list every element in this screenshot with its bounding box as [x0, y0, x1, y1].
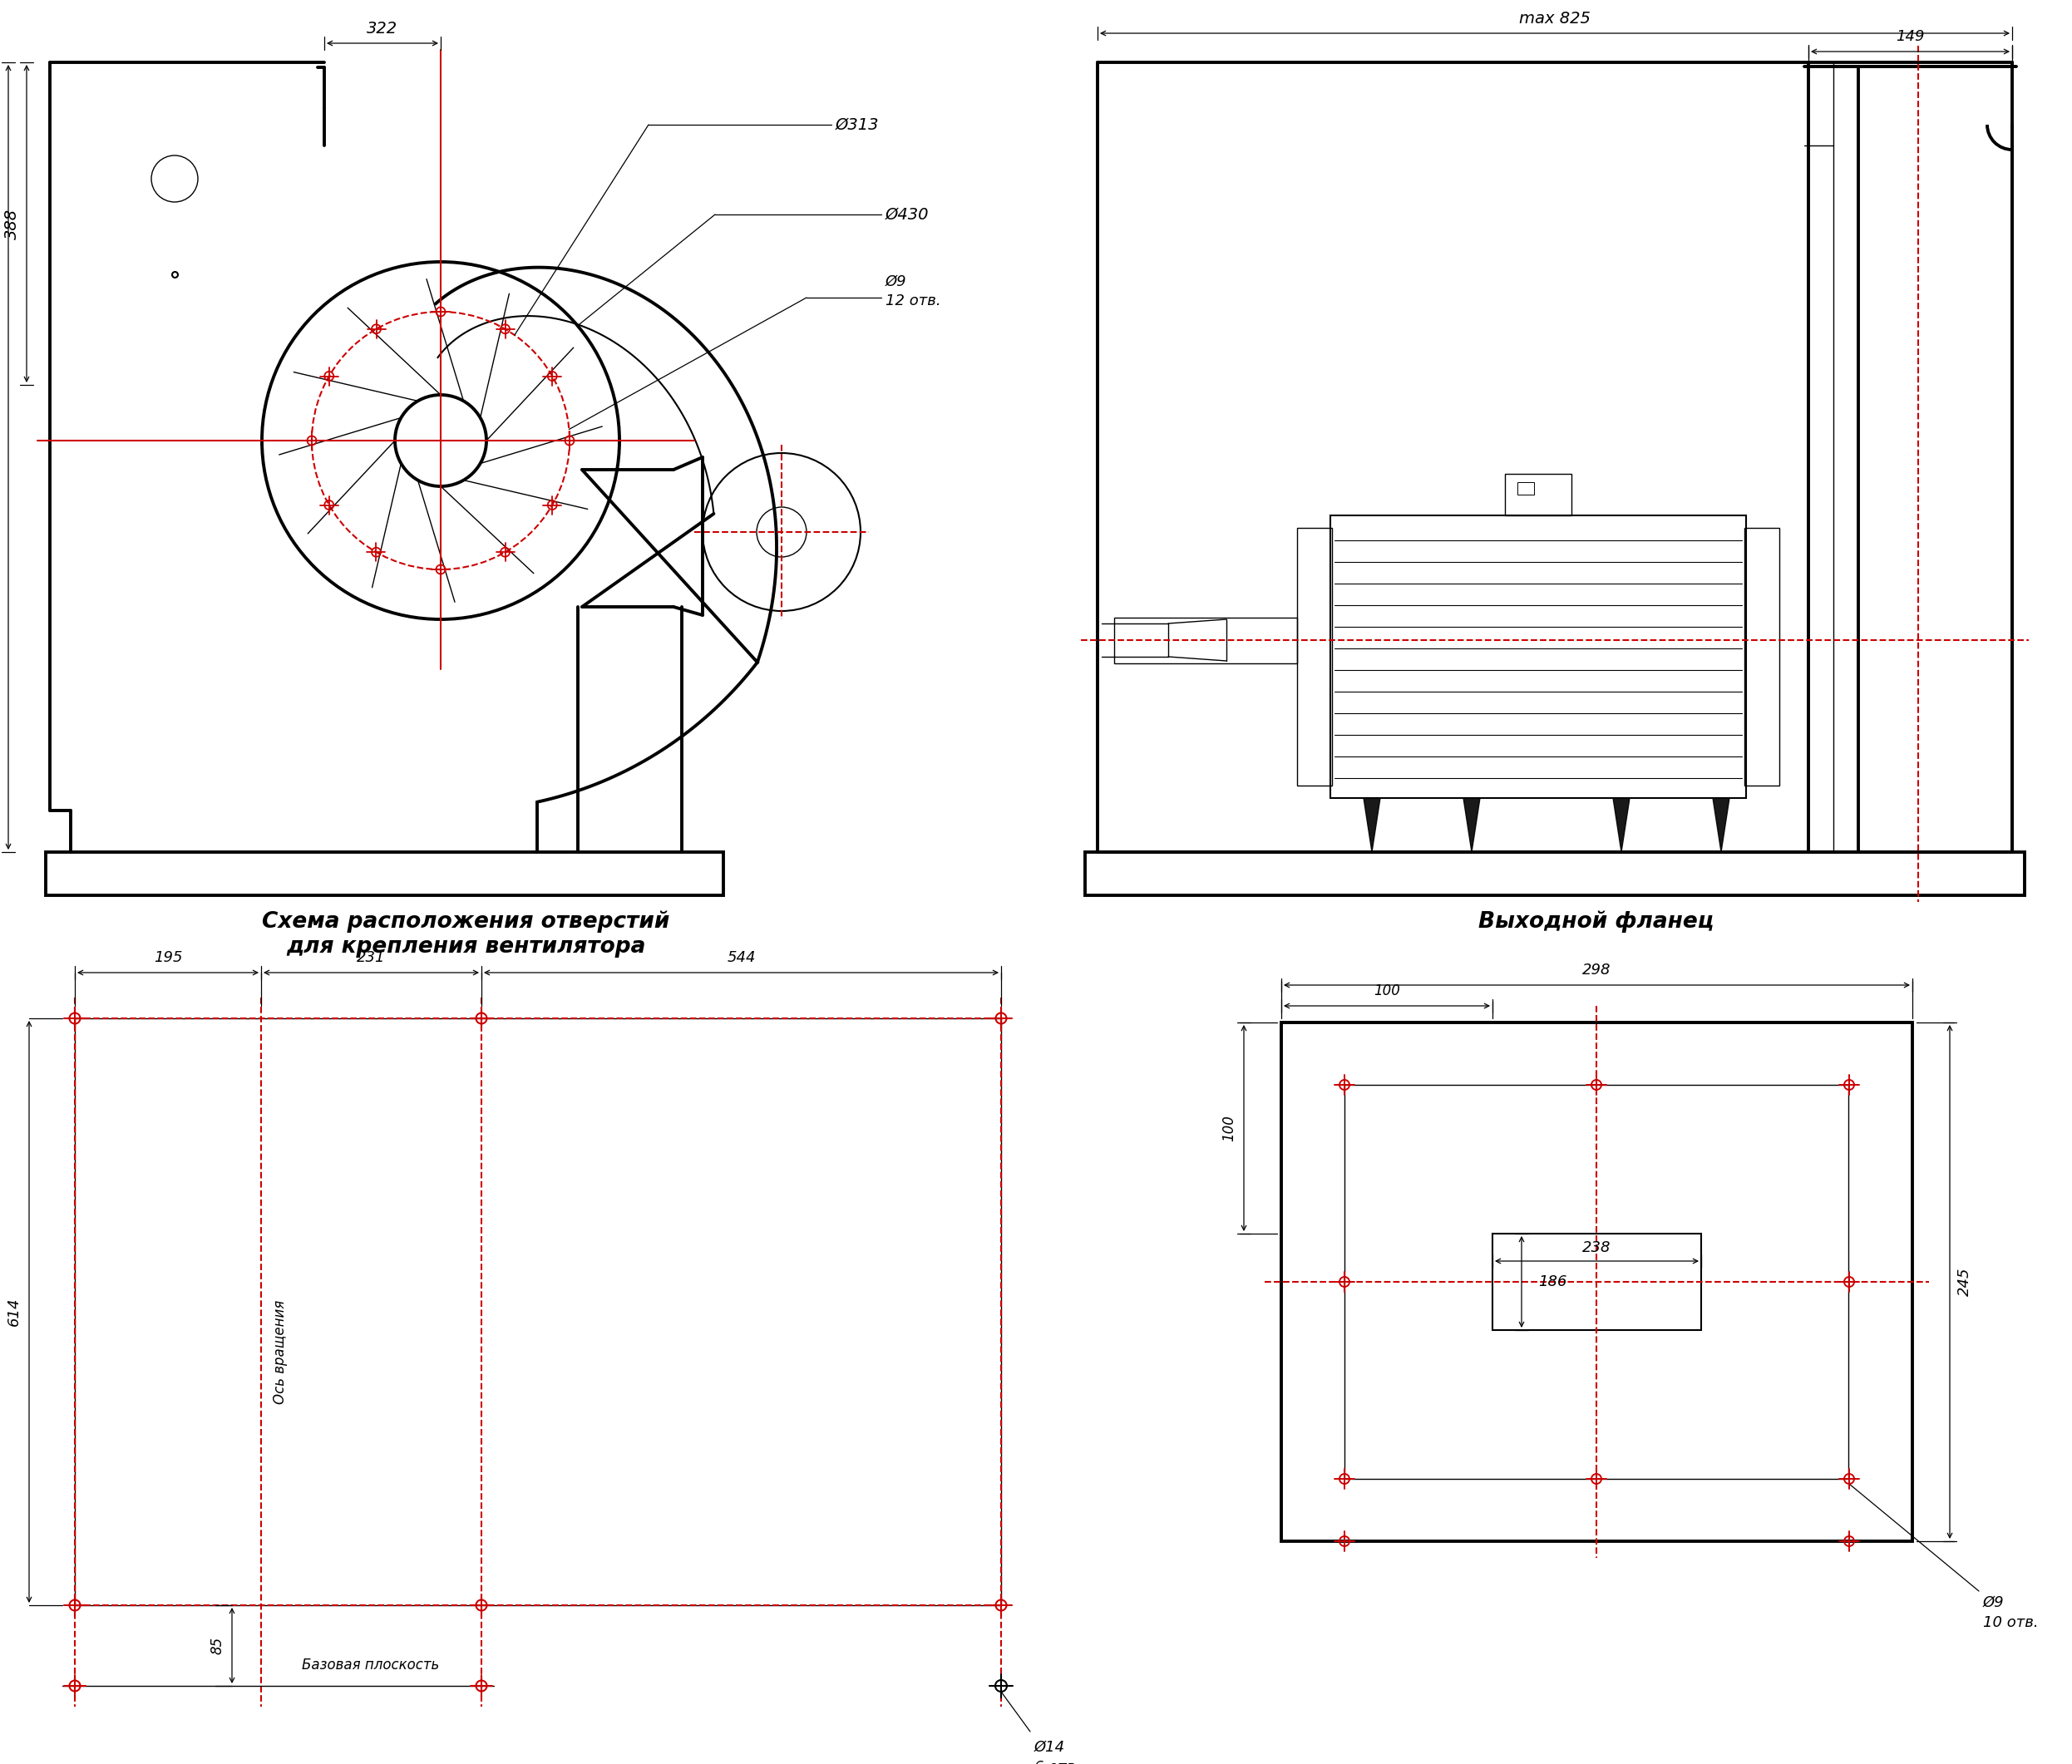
Bar	[1504, 475, 1571, 515]
Text: 149: 149	[1896, 28, 1925, 44]
Bar	[1492, 1233, 1701, 1330]
Text: 100: 100	[1220, 1115, 1237, 1141]
Text: 100: 100	[1374, 983, 1401, 998]
Text: 388: 388	[4, 208, 19, 240]
Text: 322: 322	[367, 21, 398, 35]
Bar	[1297, 527, 1332, 785]
Bar	[1517, 482, 1533, 494]
Text: Выходной фланец: Выходной фланец	[1479, 910, 1714, 933]
Text: Ø14
6 отв.: Ø14 6 отв.	[1034, 1739, 1080, 1764]
Bar	[1745, 527, 1780, 785]
Bar	[1115, 617, 1297, 663]
Text: Базовая плоскость: Базовая плоскость	[303, 1658, 439, 1672]
Text: 186: 186	[1537, 1274, 1566, 1289]
Text: 544: 544	[727, 951, 756, 965]
Text: 195: 195	[153, 951, 182, 965]
Text: Ø430: Ø430	[885, 206, 928, 222]
Bar	[1280, 1023, 1912, 1542]
Text: 614: 614	[6, 1298, 21, 1327]
Text: 245: 245	[1958, 1268, 1973, 1297]
Bar	[1086, 852, 2024, 896]
Polygon shape	[1363, 797, 1380, 852]
Text: 298: 298	[1583, 963, 1612, 977]
Text: Схема расположения отверстий
для крепления вентилятора: Схема расположения отверстий для креплен…	[261, 910, 669, 958]
Text: Ø313: Ø313	[835, 116, 879, 132]
Polygon shape	[1612, 797, 1631, 852]
Text: Ось вращения: Ось вращения	[274, 1300, 288, 1404]
Polygon shape	[1463, 797, 1479, 852]
Text: Ø9
12 отв.: Ø9 12 отв.	[885, 273, 941, 309]
Bar	[46, 852, 723, 896]
Bar	[1330, 515, 1747, 797]
Text: 85: 85	[209, 1637, 224, 1655]
Polygon shape	[1714, 797, 1730, 852]
Text: max 825: max 825	[1519, 11, 1591, 26]
Text: Ø9
10 отв.: Ø9 10 отв.	[1983, 1595, 2039, 1630]
Text: 231: 231	[356, 951, 385, 965]
Text: 238: 238	[1583, 1240, 1610, 1256]
Bar	[1345, 1085, 1848, 1478]
